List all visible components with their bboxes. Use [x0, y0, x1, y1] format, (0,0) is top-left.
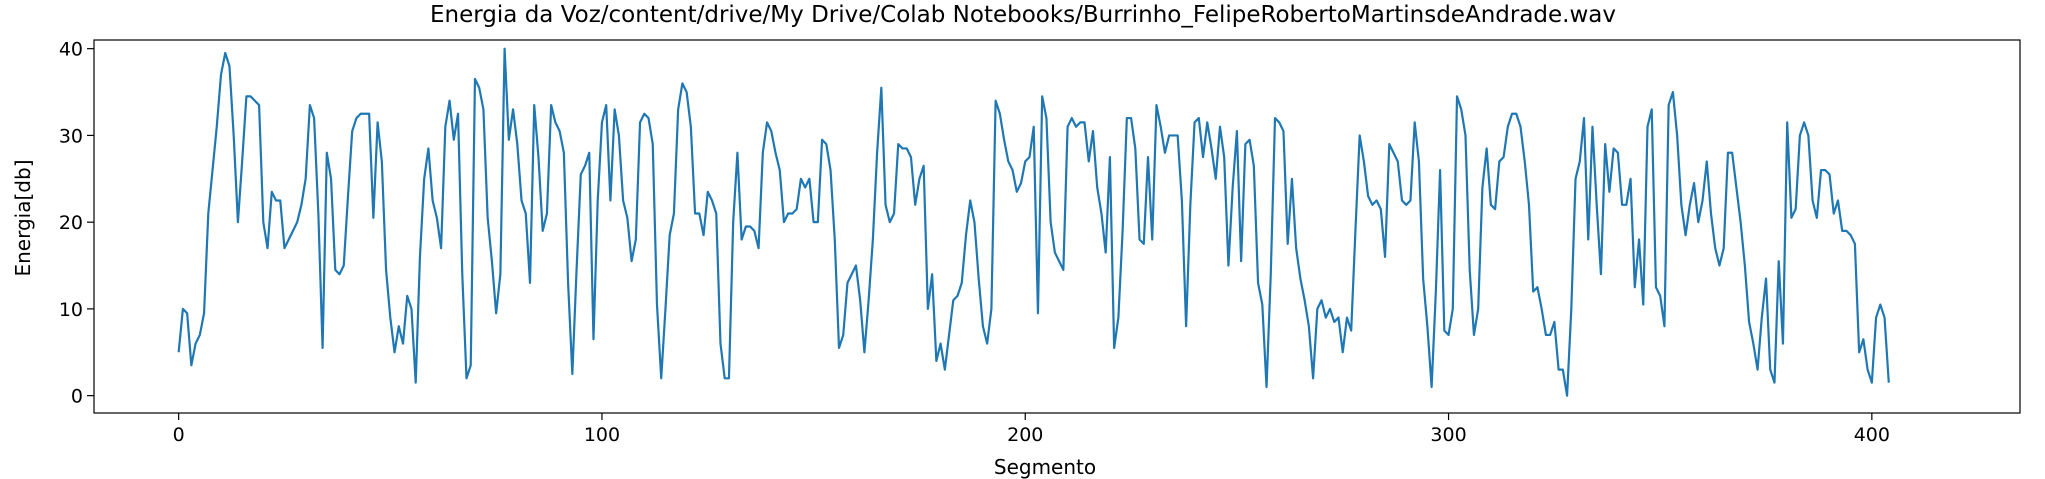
x-tick-label: 400: [1854, 424, 1890, 446]
y-tick-label: 10: [59, 299, 83, 321]
x-tick-label: 300: [1430, 424, 1466, 446]
plot-frame: [93, 39, 2021, 414]
x-tick-label: 0: [173, 424, 185, 446]
y-tick-label: 30: [59, 125, 83, 147]
y-tick-label: 40: [59, 39, 83, 61]
plot-area: [93, 39, 2021, 414]
x-axis-ticks: 0 100 200 300 400: [173, 413, 1890, 446]
x-tick-label: 100: [584, 424, 620, 446]
y-tick-label: 0: [71, 386, 83, 408]
x-axis-label: Segmento: [994, 455, 1096, 479]
y-axis-ticks: 0 10 20 30 40: [59, 39, 94, 408]
chart-title: Energia da Voz/content/drive/My Drive/Co…: [430, 2, 1616, 28]
y-tick-label: 20: [59, 212, 83, 234]
series-line-0: [177, 47, 1890, 397]
y-axis-label: Energia[db]: [11, 160, 35, 277]
x-tick-label: 200: [1007, 424, 1043, 446]
